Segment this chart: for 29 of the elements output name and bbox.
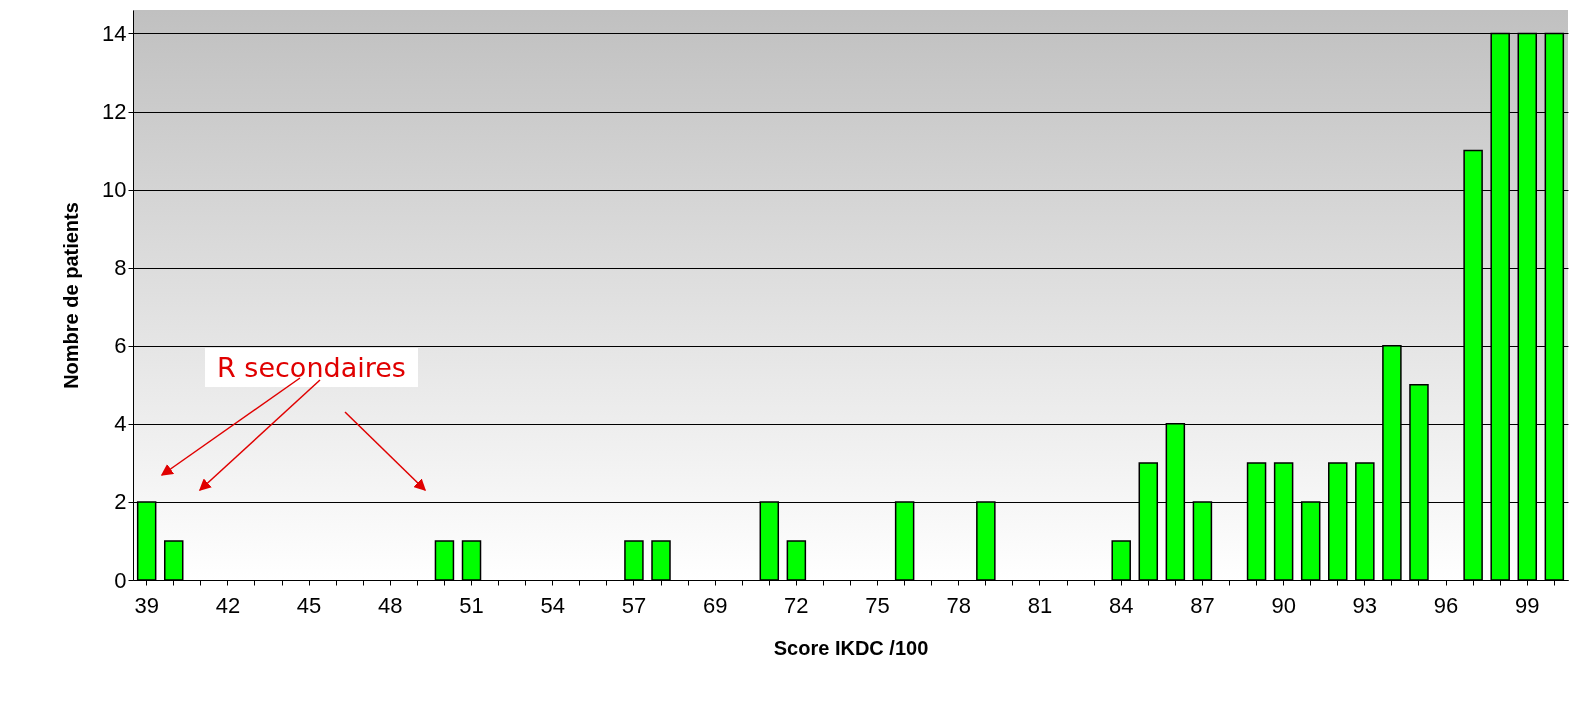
- x-axis-title: Score IKDC /100: [773, 636, 929, 659]
- x-tick-label: 54: [540, 592, 565, 618]
- x-tick-label: 90: [1271, 592, 1296, 618]
- x-tick-label: 78: [946, 592, 972, 618]
- y-tick-label: 12: [102, 99, 127, 125]
- x-tick-label: 45: [296, 592, 322, 618]
- x-tick-label: 84: [1108, 592, 1134, 618]
- y-tick-label: 4: [114, 411, 127, 437]
- x-tick-label: 93: [1352, 592, 1378, 618]
- x-tick-label: 48: [378, 592, 403, 618]
- y-tick-label: 2: [114, 489, 127, 515]
- x-tick-label: 57: [621, 592, 647, 618]
- x-tick-label: 39: [134, 592, 159, 618]
- y-tick-label: 10: [102, 177, 127, 203]
- x-tick-label: 81: [1027, 592, 1053, 618]
- y-tick-label: 0: [114, 567, 127, 593]
- x-tick-label: 72: [784, 592, 809, 618]
- annotation: R secondaires: [205, 348, 418, 387]
- y-axis-title: Nombre de patients: [60, 202, 83, 389]
- x-tick-label: 42: [215, 592, 241, 618]
- y-tick-label: 8: [114, 255, 127, 281]
- x-tick-label: 96: [1433, 592, 1459, 618]
- x-tick-label: 69: [702, 592, 728, 618]
- y-tick-label: 14: [102, 20, 127, 46]
- x-tick-label: 87: [1190, 592, 1215, 618]
- x-tick-label: 99: [1515, 592, 1540, 618]
- x-tick-label: 75: [865, 592, 890, 618]
- x-tick-label: 51: [459, 592, 484, 618]
- y-tick-label: 6: [114, 333, 127, 359]
